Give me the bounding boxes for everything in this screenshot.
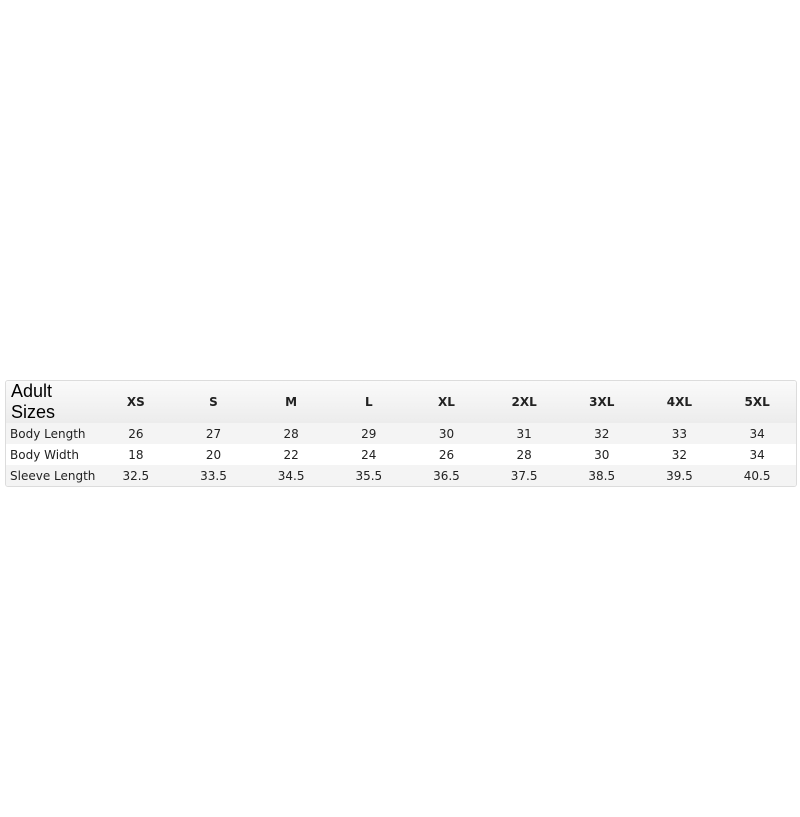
measurement-cell: 24 — [329, 444, 408, 465]
size-chart: Adult Sizes XS S M L XL 2XL 3XL 4XL 5XL Body Len… — [5, 380, 797, 487]
size-table: Adult Sizes XS S M L XL 2XL 3XL 4XL 5XL Body Len… — [6, 381, 796, 486]
measurement-cell: 32 — [562, 423, 641, 444]
measurement-cell: 37.5 — [485, 465, 563, 486]
measurement-cell: 26 — [97, 423, 175, 444]
measurement-cell: 38.5 — [562, 465, 641, 486]
measurement-cell: 29 — [329, 423, 408, 444]
measurement-cell: 22 — [252, 444, 330, 465]
measurement-cell: 34.5 — [252, 465, 330, 486]
row-label: Body Width — [6, 444, 97, 465]
measurement-cell: 32 — [640, 444, 719, 465]
size-header: L — [329, 381, 408, 423]
size-header: 2XL — [485, 381, 563, 423]
measurement-cell: 32.5 — [97, 465, 175, 486]
header-row: Adult Sizes XS S M L XL 2XL 3XL 4XL 5XL — [6, 381, 796, 423]
measurement-cell: 39.5 — [640, 465, 719, 486]
measurement-cell: 34 — [718, 423, 796, 444]
table-row: Body Width 18 20 22 24 26 28 30 32 34 — [6, 444, 796, 465]
measurement-cell: 28 — [485, 444, 563, 465]
row-label: Body Length — [6, 423, 97, 444]
measurement-cell: 33.5 — [174, 465, 253, 486]
table-row: Body Length 26 27 28 29 30 31 32 33 34 — [6, 423, 796, 444]
measurement-cell: 30 — [562, 444, 641, 465]
measurement-cell: 18 — [97, 444, 175, 465]
size-header: XS — [97, 381, 175, 423]
measurement-cell: 28 — [252, 423, 330, 444]
table-title: Adult Sizes — [6, 381, 97, 423]
size-header: 5XL — [718, 381, 796, 423]
size-header: XL — [407, 381, 486, 423]
measurement-cell: 34 — [718, 444, 796, 465]
measurement-cell: 27 — [174, 423, 253, 444]
row-label: Sleeve Length — [6, 465, 97, 486]
size-header: 3XL — [562, 381, 641, 423]
measurement-cell: 40.5 — [718, 465, 796, 486]
measurement-cell: 33 — [640, 423, 719, 444]
size-header: 4XL — [640, 381, 719, 423]
measurement-cell: 30 — [407, 423, 486, 444]
measurement-cell: 35.5 — [329, 465, 408, 486]
measurement-cell: 31 — [485, 423, 563, 444]
measurement-cell: 20 — [174, 444, 253, 465]
size-header: S — [174, 381, 253, 423]
measurement-cell: 36.5 — [407, 465, 486, 486]
table-row: Sleeve Length 32.5 33.5 34.5 35.5 36.5 37.5 38.… — [6, 465, 796, 486]
measurement-cell: 26 — [407, 444, 486, 465]
size-header: M — [252, 381, 330, 423]
